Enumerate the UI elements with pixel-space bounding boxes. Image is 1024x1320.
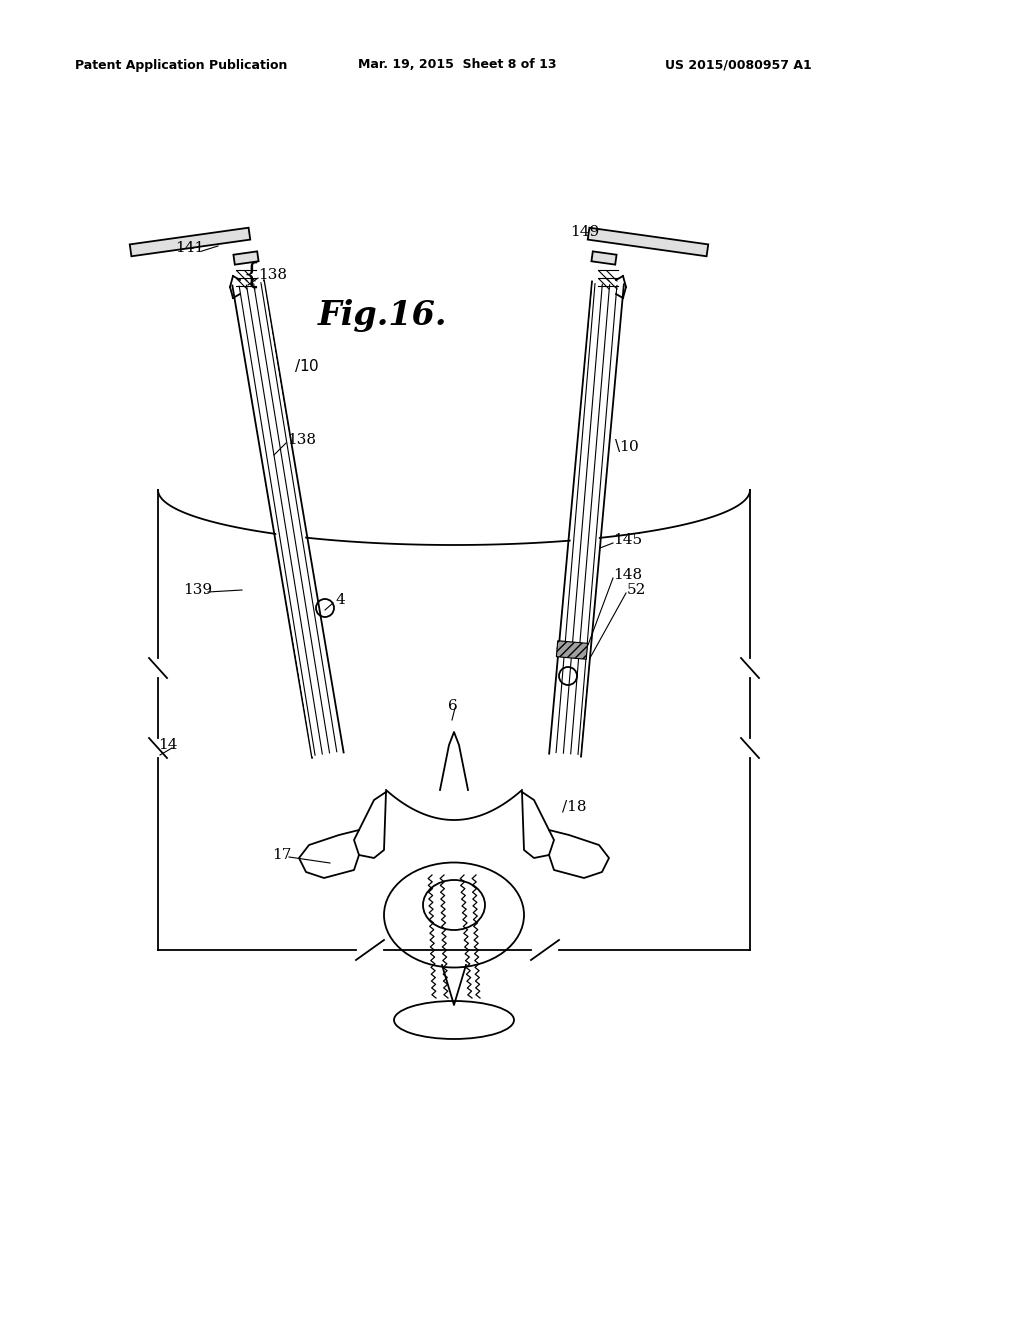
Polygon shape — [237, 281, 340, 756]
Text: 4: 4 — [555, 642, 565, 655]
Text: 138: 138 — [287, 433, 316, 447]
Text: {: { — [243, 261, 261, 289]
Text: 149: 149 — [570, 224, 599, 239]
Text: $\mathsf{/10}$: $\mathsf{/10}$ — [294, 356, 319, 374]
Text: 139: 139 — [183, 583, 212, 597]
Text: 138: 138 — [258, 268, 287, 282]
Text: 14: 14 — [158, 738, 177, 752]
Polygon shape — [233, 251, 259, 264]
Text: 17: 17 — [272, 847, 292, 862]
Text: $\mathsf{\backslash}$10: $\mathsf{\backslash}$10 — [614, 437, 640, 454]
Text: US 2015/0080957 A1: US 2015/0080957 A1 — [665, 58, 812, 71]
Polygon shape — [556, 640, 588, 659]
Text: 52: 52 — [627, 583, 646, 597]
Text: Patent Application Publication: Patent Application Publication — [75, 58, 288, 71]
Polygon shape — [552, 282, 621, 755]
Text: 145: 145 — [613, 533, 642, 546]
Text: 6: 6 — [449, 700, 458, 713]
Text: 141: 141 — [175, 242, 204, 255]
Text: 148: 148 — [613, 568, 642, 582]
Text: /18: /18 — [562, 799, 587, 813]
Polygon shape — [592, 251, 616, 264]
Polygon shape — [588, 228, 709, 256]
Text: 4: 4 — [335, 593, 345, 607]
Text: Mar. 19, 2015  Sheet 8 of 13: Mar. 19, 2015 Sheet 8 of 13 — [358, 58, 556, 71]
Polygon shape — [130, 228, 250, 256]
Text: Fig.16.: Fig.16. — [318, 298, 447, 331]
